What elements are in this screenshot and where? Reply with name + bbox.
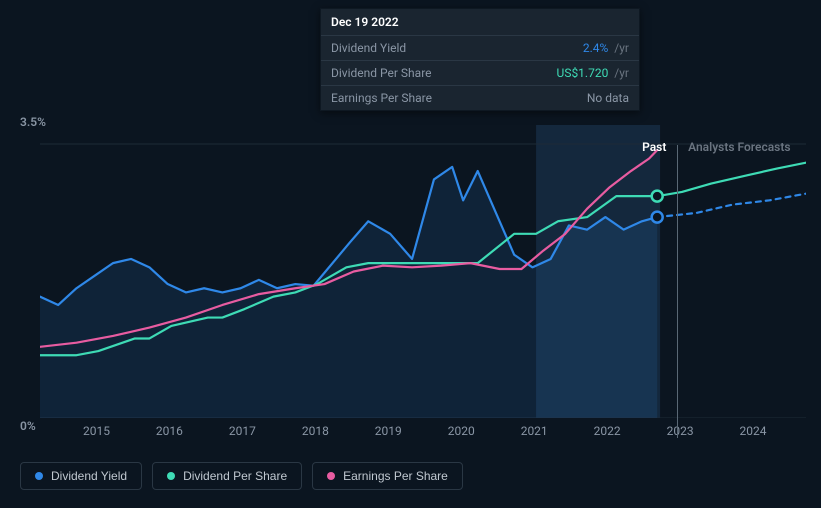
x-tick-label: 2023 <box>667 424 694 438</box>
chart-svg <box>40 125 806 418</box>
x-axis-ticks: 2015 2016 2017 2018 2019 2020 2021 2022 2023 2024 <box>40 424 806 438</box>
tooltip-row: Earnings Per Share No data <box>321 86 639 110</box>
x-tick-label: 2021 <box>521 424 548 438</box>
legend-item-label: Earnings Per Share <box>343 469 448 483</box>
y-axis-min-label: 0% <box>20 419 36 433</box>
legend-dot-icon <box>35 472 43 480</box>
legend-item-dividend_per_share[interactable]: Dividend Per Share <box>152 462 302 490</box>
x-tick-label: 2020 <box>448 424 475 438</box>
tooltip-row-label: Dividend Per Share <box>331 66 432 80</box>
tooltip-rows: Dividend Yield 2.4% /yr Dividend Per Share… <box>321 36 639 110</box>
x-tick-label: 2017 <box>229 424 256 438</box>
legend-item-label: Dividend Yield <box>51 469 127 483</box>
x-tick-label: 2019 <box>375 424 402 438</box>
legend: Dividend Yield Dividend Per Share Earnings… <box>20 462 463 490</box>
legend-dot-icon <box>167 472 175 480</box>
legend-item-dividend_yield[interactable]: Dividend Yield <box>20 462 142 490</box>
x-tick-label: 2015 <box>83 424 110 438</box>
plot-area[interactable] <box>40 125 806 418</box>
legend-dot-icon <box>327 472 335 480</box>
x-tick-label: 2024 <box>740 424 767 438</box>
tooltip-row-label: Earnings Per Share <box>331 91 432 105</box>
tooltip-row-label: Dividend Yield <box>331 41 406 55</box>
legend-item-earnings_per_share[interactable]: Earnings Per Share <box>312 462 463 490</box>
x-tick-label: 2016 <box>156 424 183 438</box>
tooltip-row-value: US$1.720 /yr <box>557 66 629 80</box>
legend-item-label: Dividend Per Share <box>183 469 287 483</box>
tooltip-date: Dec 19 2022 <box>321 9 639 36</box>
x-tick-label: 2018 <box>302 424 329 438</box>
tooltip-row-value: No data <box>587 91 629 105</box>
hover-cursor-line <box>677 145 678 438</box>
tooltip-row-value: 2.4% /yr <box>583 41 629 55</box>
tooltip-row: Dividend Yield 2.4% /yr <box>321 36 639 61</box>
past-label: Past <box>642 140 666 154</box>
x-tick-label: 2022 <box>594 424 621 438</box>
tooltip-row: Dividend Per Share US$1.720 /yr <box>321 61 639 86</box>
hover-tooltip: Dec 19 2022 Dividend Yield2.4% /yrDivide… <box>320 8 640 111</box>
forecasts-label: Analysts Forecasts <box>688 140 790 154</box>
